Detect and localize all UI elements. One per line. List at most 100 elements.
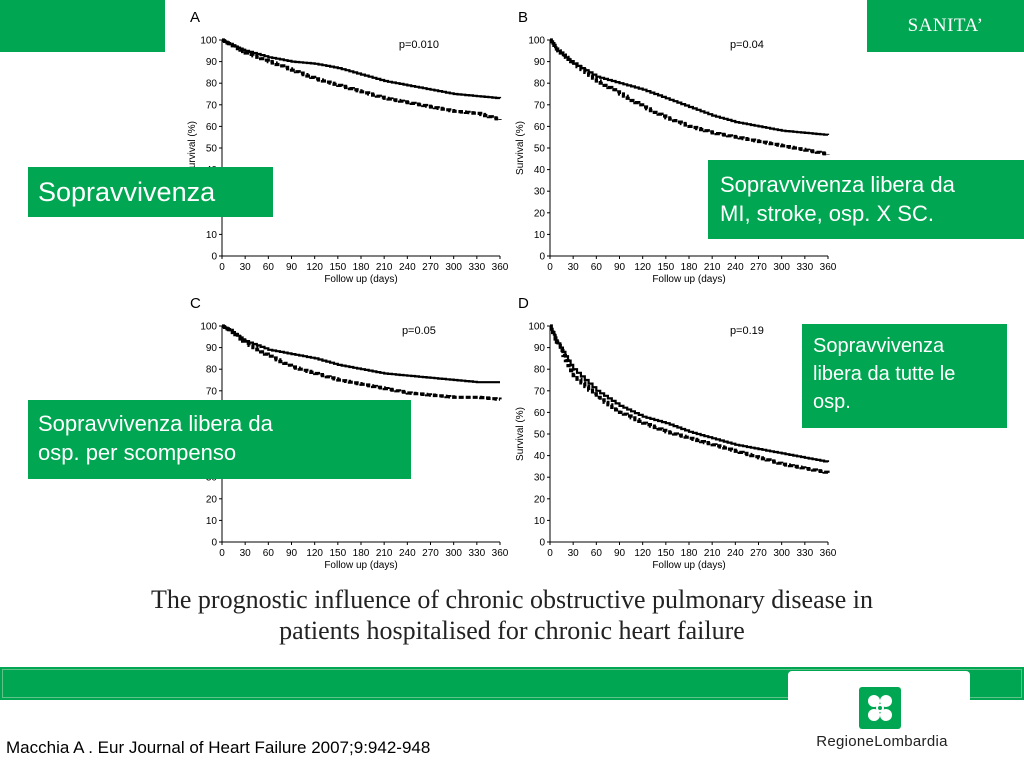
label-osp-scompenso-line1: Sopravvivenza libera da: [38, 411, 273, 436]
y-tick-label: 90: [206, 343, 218, 354]
x-tick-label: 270: [750, 548, 767, 559]
label-osp-scompenso-line2: osp. per scompenso: [38, 440, 237, 465]
x-tick-label: 330: [468, 548, 485, 559]
p-value-annotation: p=0.010: [399, 39, 439, 51]
y-tick-label: 10: [206, 516, 218, 527]
y-tick-label: 60: [534, 408, 546, 419]
y-tick-label: 80: [534, 365, 546, 376]
x-tick-label: 30: [568, 262, 580, 273]
x-tick-label: 0: [219, 548, 225, 559]
x-tick-label: 120: [634, 548, 651, 559]
x-tick-label: 120: [306, 262, 323, 273]
x-tick-label: 150: [329, 262, 346, 273]
p-value-annotation: p=0.04: [730, 39, 764, 51]
x-tick-label: 240: [727, 262, 744, 273]
y-axis-label: Survival (%): [515, 407, 526, 461]
y-tick-label: 90: [534, 57, 546, 68]
y-tick-label: 20: [534, 494, 546, 505]
x-tick-label: 300: [445, 262, 462, 273]
series-line-solid: [222, 324, 500, 384]
x-tick-label: 300: [773, 262, 790, 273]
y-tick-label: 30: [534, 473, 546, 484]
paper-title-line2: patients hospitalised for chronic heart …: [279, 616, 745, 645]
y-tick-label: 100: [200, 36, 217, 47]
label-tutte-osp-line1: Sopravvivenza: [813, 335, 945, 357]
x-axis-label: Follow up (days): [652, 560, 725, 571]
x-tick-label: 120: [306, 548, 323, 559]
x-axis-label: Follow up (days): [324, 560, 397, 571]
logo-flower-icon: [868, 695, 892, 721]
x-tick-label: 360: [820, 548, 837, 559]
x-tick-label: 120: [634, 262, 651, 273]
x-tick-label: 180: [353, 548, 370, 559]
y-tick-label: 90: [206, 57, 218, 68]
x-tick-label: 60: [591, 262, 603, 273]
y-tick-label: 90: [534, 343, 546, 354]
chart-svg: 0 10 20 30 40 50 60 70 80 90 100 0 30 60 90 120 150 180 21…: [515, 295, 837, 571]
label-mi-stroke-line2: MI, stroke, osp. X SC.: [720, 201, 934, 226]
panel-letter: A: [190, 9, 200, 26]
series-line-dashed: [549, 324, 830, 474]
x-tick-label: 180: [681, 262, 698, 273]
label-mi-stroke: Sopravvivenza libera da MI, stroke, osp.…: [708, 160, 1024, 239]
sanita-badge: SANITA’: [867, 0, 1024, 52]
footer-bar-inner: [2, 669, 1022, 698]
series-line-dashed: [549, 38, 830, 156]
x-tick-label: 180: [353, 262, 370, 273]
label-tutte-osp: Sopravvivenza libera da tutte le osp.: [802, 324, 1007, 428]
panel-letter: D: [518, 295, 529, 312]
chart-panel-b: 0 10 20 30 40 50 60 70 80 90 100 0 30 60 90 120 150 180 21…: [508, 6, 843, 286]
x-tick-label: 30: [568, 548, 580, 559]
x-tick-label: 210: [376, 262, 393, 273]
y-tick-label: 80: [206, 365, 218, 376]
y-tick-label: 60: [534, 122, 546, 133]
panel-letter: C: [190, 295, 201, 312]
header-green-bar: [0, 0, 165, 52]
y-tick-label: 80: [534, 79, 546, 90]
y-tick-label: 40: [534, 165, 546, 176]
x-tick-label: 90: [286, 262, 298, 273]
x-tick-label: 90: [614, 262, 626, 273]
y-tick-label: 20: [206, 494, 218, 505]
x-tick-label: 90: [614, 548, 626, 559]
chart-svg: 0 10 20 30 40 50 60 70 80 90 100 0 30 60 90 120 150 180 21…: [515, 9, 837, 285]
x-tick-label: 270: [422, 262, 439, 273]
y-tick-label: 40: [534, 451, 546, 462]
x-axis-label: Follow up (days): [652, 274, 725, 285]
paper-title-line1: The prognostic influence of chronic obst…: [150, 585, 873, 614]
x-tick-label: 30: [240, 262, 252, 273]
series-line-dashed: [221, 38, 502, 121]
y-tick-label: 70: [534, 386, 546, 397]
x-tick-label: 330: [796, 262, 813, 273]
label-tutte-osp-line3: osp.: [813, 391, 851, 413]
label-sopravvivenza: Sopravvivenza: [28, 167, 273, 217]
chart-panel-d: 0 10 20 30 40 50 60 70 80 90 100 0 30 60 90 120 150 180 21…: [508, 292, 843, 572]
x-tick-label: 300: [773, 548, 790, 559]
y-tick-label: 80: [206, 79, 218, 90]
x-tick-label: 210: [376, 548, 393, 559]
label-sopravvivenza-text: Sopravvivenza: [38, 177, 216, 207]
y-tick-label: 10: [206, 230, 218, 241]
x-tick-label: 150: [329, 548, 346, 559]
citation: Macchia A . Eur Journal of Heart Failure…: [6, 738, 431, 757]
series-line-solid: [550, 324, 830, 463]
x-tick-label: 240: [727, 548, 744, 559]
x-tick-label: 0: [547, 548, 553, 559]
y-tick-label: 100: [200, 322, 217, 333]
label-osp-scompenso: Sopravvivenza libera da osp. per scompen…: [28, 400, 411, 479]
x-tick-label: 90: [286, 548, 298, 559]
y-tick-label: 70: [534, 100, 546, 111]
p-value-annotation: p=0.19: [730, 325, 764, 337]
y-tick-label: 70: [206, 386, 218, 397]
x-tick-label: 300: [445, 548, 462, 559]
x-tick-label: 360: [820, 262, 837, 273]
x-tick-label: 270: [422, 548, 439, 559]
y-tick-label: 50: [206, 144, 218, 155]
logo-text: RegioneLombardia: [816, 733, 948, 750]
regione-lombardia-logo-icon: [859, 687, 901, 729]
y-axis-label: Survival (%): [187, 121, 198, 175]
label-tutte-osp-line2: libera da tutte le: [813, 363, 956, 385]
y-tick-label: 100: [528, 322, 545, 333]
series-line-dashed: [221, 324, 502, 401]
x-tick-label: 360: [492, 262, 509, 273]
